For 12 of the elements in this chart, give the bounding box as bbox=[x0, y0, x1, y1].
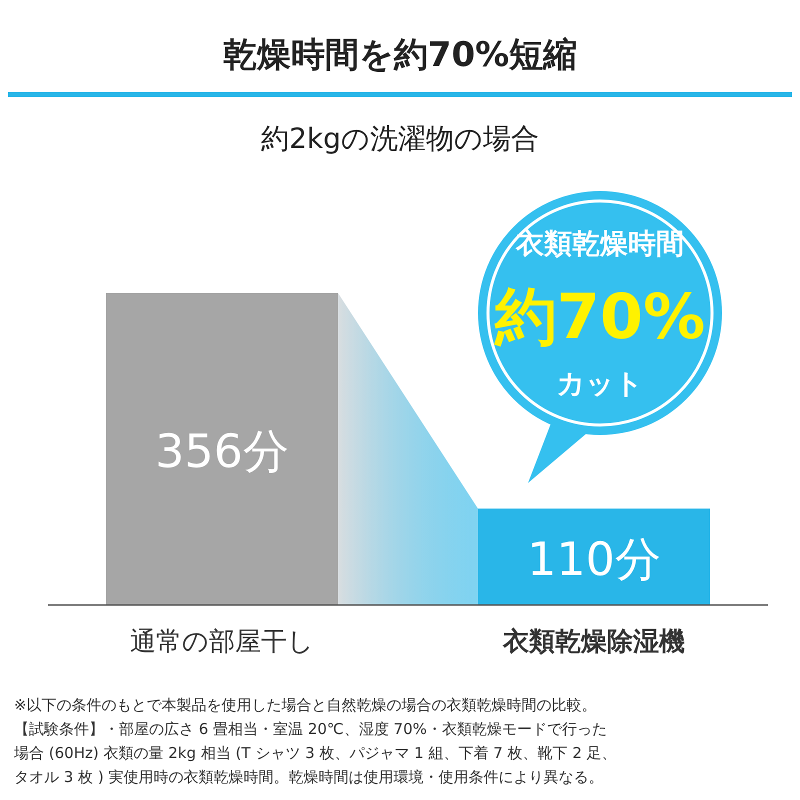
chart-title: 乾燥時間を約70%短縮 bbox=[222, 35, 578, 75]
text: 場合 (60Hz) 衣類の量 2kg 相当 (T シャツ 3 枚、パジャマ 1 組、下着 7 枚、靴下 2 足、 bbox=[13, 744, 617, 762]
x-tick-label: 衣類乾燥除湿機 bbox=[502, 627, 685, 657]
annotation: 約70% bbox=[492, 280, 706, 353]
chart-subtitle: 約2kgの洗濯物の場合 bbox=[261, 122, 539, 155]
text: ※以下の条件のもとで本製品を使用した場合と自然乾燥の場合の衣類乾燥時間の比較。 bbox=[14, 696, 597, 714]
annotation: カット bbox=[556, 367, 644, 400]
data-label: 110分 bbox=[527, 532, 661, 586]
text: 【試験条件】・部屋の広さ 6 畳相当・室温 20℃、湿度 70%・衣類乾燥モードで行った bbox=[14, 720, 607, 738]
x-tick-label: 通常の部屋干し bbox=[130, 627, 314, 657]
text: タオル 3 枚 ) 実使用時の衣類乾燥時間。乾燥時間は使用環境・使用条件により異なる。 bbox=[14, 768, 604, 786]
data-label: 356分 bbox=[155, 424, 289, 478]
